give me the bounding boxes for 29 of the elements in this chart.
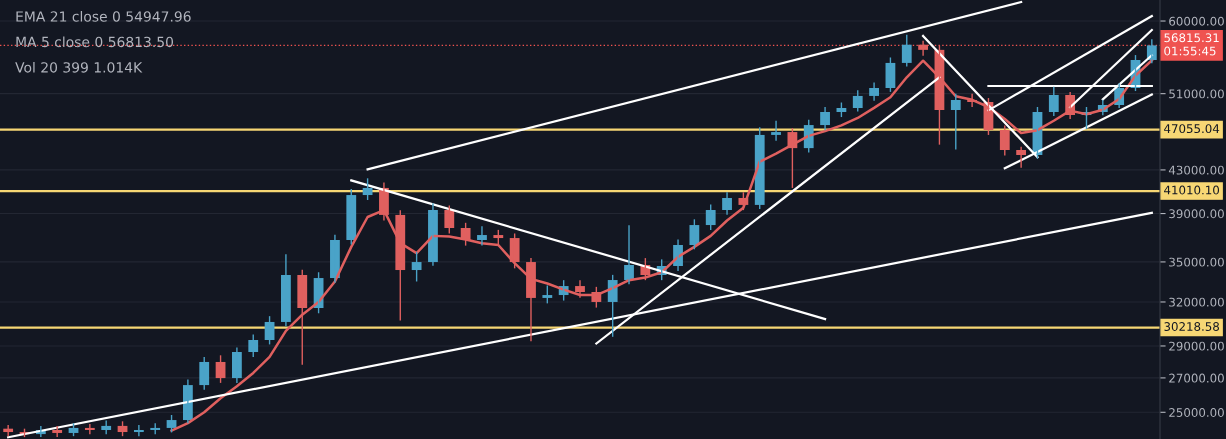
candlestick bbox=[999, 124, 1010, 157]
candlestick bbox=[950, 92, 961, 151]
candlestick bbox=[901, 33, 912, 68]
y-tick-label: 35000.00 bbox=[1169, 257, 1224, 267]
y-tick-label: 39000.00 bbox=[1169, 209, 1224, 219]
candlestick bbox=[346, 188, 357, 246]
y-tick-label: 32000.00 bbox=[1169, 297, 1224, 307]
candlestick bbox=[297, 268, 308, 366]
ref-line-label: 47055.04 bbox=[1164, 124, 1220, 134]
candlestick bbox=[411, 251, 422, 283]
candlestick bbox=[852, 89, 863, 113]
y-tick-label: 43000.00 bbox=[1168, 165, 1224, 175]
candlestick bbox=[362, 177, 373, 201]
candlestick bbox=[199, 356, 210, 391]
candlestick bbox=[248, 333, 259, 358]
annotation: EMA 21 close 0 54947.96 bbox=[16, 10, 191, 22]
candlestick bbox=[1048, 86, 1059, 117]
y-tick-label: 27000.00 bbox=[1169, 373, 1224, 383]
y-tick-label: 25000.00 bbox=[1169, 408, 1224, 417]
candlestick bbox=[444, 204, 455, 235]
y-tick-label: 29000.00 bbox=[1169, 341, 1224, 351]
ref-line-label: 30218.58 bbox=[1164, 322, 1219, 331]
y-tick-label: 60000.00 bbox=[1169, 16, 1224, 26]
annotation: MA 5 close 0 56813.50 bbox=[16, 36, 174, 48]
ref-line-label: 41010.10 bbox=[1164, 185, 1220, 195]
ref-line-label: 56815.31 01:55:45 bbox=[1164, 33, 1219, 56]
candlestick bbox=[705, 203, 716, 231]
annotation: Vol 20 399 1.014K bbox=[15, 61, 143, 73]
y-tick-label: 51000.00 bbox=[1169, 89, 1224, 99]
